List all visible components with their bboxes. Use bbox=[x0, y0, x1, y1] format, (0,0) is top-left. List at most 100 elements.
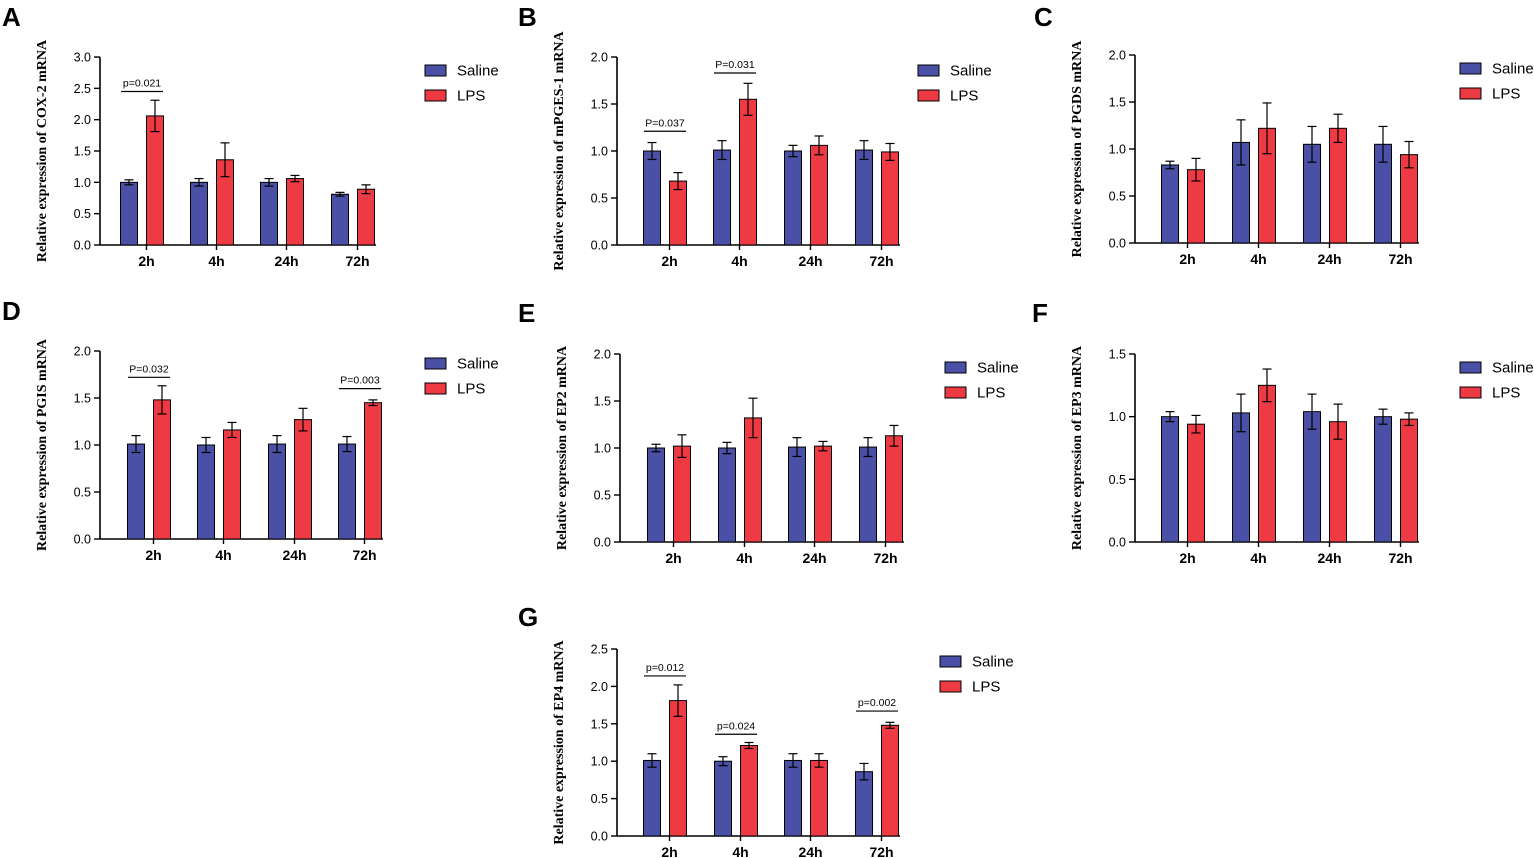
y-tick-label: 0.5 bbox=[594, 489, 611, 503]
legend-label-saline: Saline bbox=[457, 63, 499, 80]
bar-saline-2h bbox=[1161, 416, 1179, 543]
x-tick-label: 4h bbox=[208, 253, 224, 269]
y-axis-title: Relative expression of PGDS mRNA bbox=[1070, 40, 1085, 258]
y-tick-label: 1.0 bbox=[591, 145, 608, 159]
y-tick-label: 1.5 bbox=[591, 717, 608, 731]
bar-saline-4h bbox=[718, 447, 736, 543]
y-axis-title: Relative expression of COX-2 mRNA bbox=[35, 39, 50, 262]
y-axis-title: Relative expression of PGIS mRNA bbox=[35, 338, 50, 551]
y-tick-label: 1.5 bbox=[591, 98, 608, 112]
bar-lps-72h bbox=[1400, 418, 1418, 543]
x-tick-label: 72h bbox=[345, 253, 369, 269]
p-value-label: p=0.024 bbox=[717, 720, 755, 732]
y-tick-label: 1.0 bbox=[1109, 143, 1126, 157]
legend-label-lps: LPS bbox=[950, 88, 978, 105]
y-tick-label: 2.5 bbox=[591, 643, 608, 657]
legend-label-saline: Saline bbox=[1492, 61, 1534, 78]
y-tick-label: 0.5 bbox=[1109, 473, 1126, 487]
legend-swatch-saline bbox=[939, 655, 962, 668]
x-tick-label: 72h bbox=[873, 550, 897, 566]
panel-c: C Relative expression of PGDS mRNA 0.0 0.5 1… bbox=[1034, 2, 1534, 267]
panel-letter: E bbox=[518, 298, 535, 328]
x-tick-label: 72h bbox=[869, 253, 893, 269]
bar-saline-72h bbox=[338, 443, 356, 540]
x-tick-label: 4h bbox=[732, 844, 748, 858]
x-tick-label: 72h bbox=[869, 844, 893, 858]
panel-a: A Relative expression of COX-2 mRNA 0.0 0.5… bbox=[2, 2, 499, 269]
panel-b: B Relative expression of mPGES-1 mRNA 0.0 0… bbox=[518, 2, 992, 271]
bar-saline-72h bbox=[859, 446, 877, 543]
legend-swatch-lps bbox=[424, 382, 447, 395]
bar-saline-24h bbox=[1303, 411, 1321, 543]
x-tick-label: 24h bbox=[1317, 251, 1341, 267]
bar-saline-2h bbox=[1161, 164, 1179, 244]
x-tick-label: 72h bbox=[1388, 251, 1412, 267]
legend-swatch-saline bbox=[424, 357, 447, 370]
bar-lps-72h bbox=[357, 188, 375, 246]
bar-saline-24h bbox=[268, 443, 286, 540]
bar-lps-72h bbox=[885, 435, 903, 543]
legend-swatch-saline bbox=[424, 64, 447, 77]
bar-lps-2h bbox=[669, 180, 687, 246]
x-tick-label: 4h bbox=[1250, 550, 1266, 566]
y-axis-title: Relative expression of EP2 mRNA bbox=[555, 345, 570, 550]
y-tick-label: 0.0 bbox=[1109, 237, 1126, 251]
p-value-label: P=0.003 bbox=[340, 375, 380, 387]
y-tick-label: 1.5 bbox=[74, 145, 91, 159]
x-tick-label: 24h bbox=[798, 253, 822, 269]
bar-lps-2h bbox=[153, 399, 171, 540]
panel-letter: A bbox=[2, 2, 21, 32]
bar-saline-24h bbox=[260, 181, 278, 246]
bar-lps-2h bbox=[673, 445, 691, 543]
legend-label-lps: LPS bbox=[1492, 385, 1520, 402]
bar-saline-4h bbox=[713, 149, 731, 246]
bar-lps-4h bbox=[739, 98, 757, 246]
bar-saline-4h bbox=[714, 760, 732, 837]
bar-lps-24h bbox=[814, 445, 832, 543]
legend-label-lps: LPS bbox=[457, 381, 485, 398]
x-tick-label: 24h bbox=[1317, 550, 1341, 566]
panel-letter: C bbox=[1034, 2, 1053, 32]
y-tick-label: 1.0 bbox=[591, 755, 608, 769]
legend-label-saline: Saline bbox=[977, 360, 1019, 377]
y-tick-label: 2.0 bbox=[74, 113, 91, 127]
x-tick-label: 2h bbox=[1179, 251, 1195, 267]
panel-letter: B bbox=[518, 2, 537, 32]
legend-swatch-lps bbox=[1459, 386, 1482, 399]
x-tick-label: 2h bbox=[661, 844, 677, 858]
legend-swatch-saline bbox=[944, 361, 967, 374]
x-tick-label: 72h bbox=[1388, 550, 1412, 566]
bar-saline-72h bbox=[331, 193, 349, 246]
bar-lps-4h bbox=[223, 429, 241, 540]
p-value-label: P=0.037 bbox=[645, 117, 685, 129]
p-value-label: P=0.031 bbox=[715, 59, 755, 71]
x-tick-label: 2h bbox=[145, 547, 161, 563]
bar-saline-72h bbox=[855, 149, 873, 246]
x-tick-label: 24h bbox=[802, 550, 826, 566]
y-tick-label: 1.5 bbox=[1109, 96, 1126, 110]
bar-saline-4h bbox=[197, 444, 215, 540]
x-tick-label: 4h bbox=[736, 550, 752, 566]
bar-lps-24h bbox=[1329, 127, 1347, 244]
y-tick-label: 1.5 bbox=[74, 392, 91, 406]
bar-saline-2h bbox=[643, 150, 661, 246]
y-tick-label: 1.0 bbox=[1109, 410, 1126, 424]
legend-swatch-saline bbox=[917, 64, 940, 77]
panel-e: E Relative expression of EP2 mRNA 0.0 0.5 1.… bbox=[518, 298, 1019, 566]
x-tick-label: 4h bbox=[1250, 251, 1266, 267]
legend-label-lps: LPS bbox=[972, 679, 1000, 696]
y-axis-title: Relative expression of mPGES-1 mRNA bbox=[552, 30, 567, 270]
y-tick-label: 0.0 bbox=[1109, 536, 1126, 550]
bar-lps-4h bbox=[740, 744, 758, 837]
bar-lps-2h bbox=[146, 115, 164, 246]
bar-lps-72h bbox=[881, 724, 899, 837]
y-tick-label: 2.0 bbox=[591, 680, 608, 694]
y-tick-label: 0.0 bbox=[591, 239, 608, 253]
x-tick-label: 4h bbox=[731, 253, 747, 269]
bar-saline-24h bbox=[784, 150, 802, 246]
legend-swatch-lps bbox=[917, 89, 940, 102]
y-tick-label: 1.0 bbox=[74, 176, 91, 190]
y-axis-title: Relative expression of EP3 mRNA bbox=[1070, 345, 1085, 550]
y-tick-label: 0.0 bbox=[74, 533, 91, 547]
bar-lps-2h bbox=[1187, 423, 1205, 543]
